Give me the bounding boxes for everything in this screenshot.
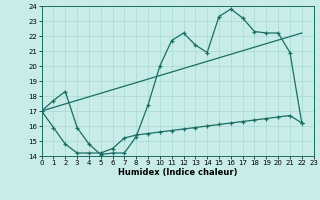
X-axis label: Humidex (Indice chaleur): Humidex (Indice chaleur) [118, 168, 237, 177]
